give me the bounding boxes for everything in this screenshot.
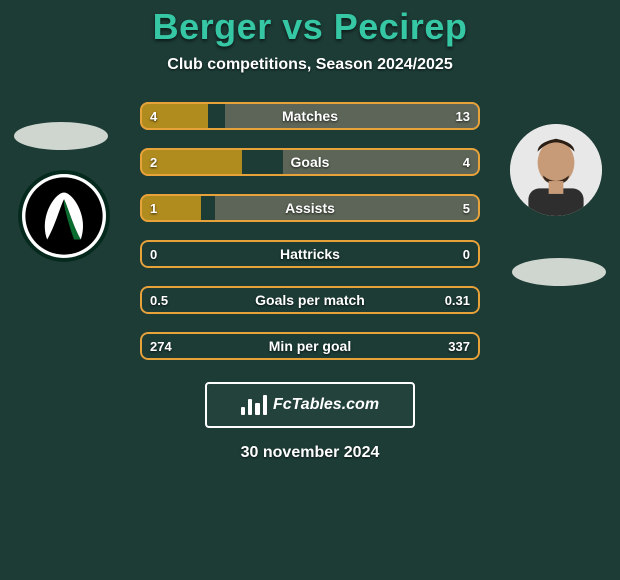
comparison-card: Berger vs Pecirep Club competitions, Sea… xyxy=(0,0,620,580)
comparison-chart: 413Matches 24Goals 15Assists 00Hattricks 0.5… xyxy=(0,102,620,360)
attribution-text: FcTables.com xyxy=(273,396,379,414)
stat-row: 0.50.31Goals per match xyxy=(140,286,480,314)
stat-label: Hattricks xyxy=(140,240,480,268)
stat-row: 24Goals xyxy=(140,148,480,176)
date-label: 30 november 2024 xyxy=(241,444,380,462)
stat-label: Goals per match xyxy=(140,286,480,314)
stat-row: 413Matches xyxy=(140,102,480,130)
subtitle: Club competitions, Season 2024/2025 xyxy=(167,56,452,74)
attribution-badge: FcTables.com xyxy=(205,382,415,428)
stat-row: 15Assists xyxy=(140,194,480,222)
stat-label: Matches xyxy=(140,102,480,130)
stat-label: Assists xyxy=(140,194,480,222)
page-title: Berger vs Pecirep xyxy=(153,6,468,48)
bar-chart-icon xyxy=(241,395,267,415)
stat-row: 274337Min per goal xyxy=(140,332,480,360)
stat-label: Min per goal xyxy=(140,332,480,360)
stat-row: 00Hattricks xyxy=(140,240,480,268)
stat-label: Goals xyxy=(140,148,480,176)
